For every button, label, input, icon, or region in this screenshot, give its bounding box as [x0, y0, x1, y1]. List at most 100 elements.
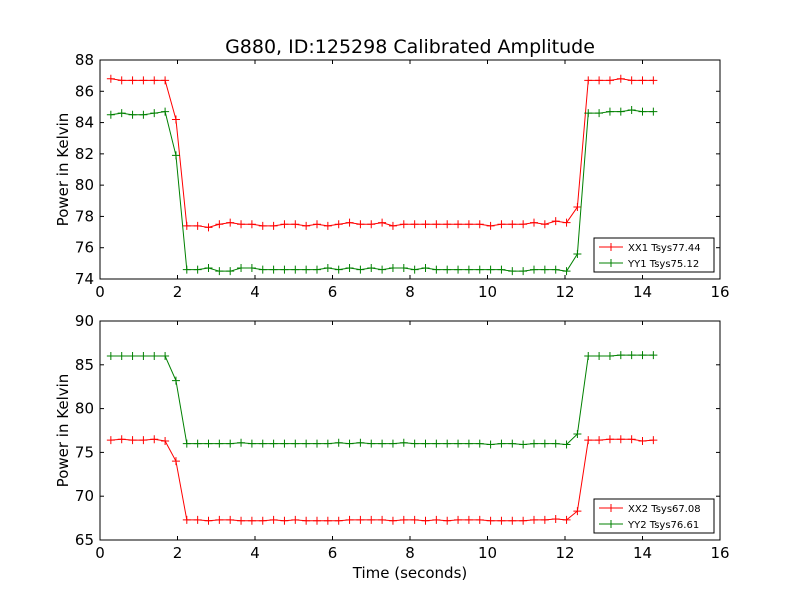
x-tick-label: 6 [328, 283, 338, 301]
data-point [638, 351, 647, 360]
data-point [367, 439, 376, 448]
data-point [595, 436, 604, 445]
data-point [171, 376, 180, 385]
data-point [106, 74, 115, 83]
data-point [605, 76, 614, 85]
data-point [193, 265, 202, 274]
y-tick-label: 80 [75, 176, 94, 194]
data-point [182, 439, 191, 448]
data-point [508, 516, 517, 525]
data-point [302, 439, 311, 448]
data-point [237, 264, 246, 273]
data-point [204, 439, 213, 448]
data-point [616, 74, 625, 83]
data-point [573, 203, 582, 212]
data-point [323, 516, 332, 525]
data-point [464, 265, 473, 274]
data-point [269, 439, 278, 448]
legend-marker [607, 520, 615, 528]
data-point [562, 515, 571, 524]
data-point [421, 516, 430, 525]
data-point [106, 436, 115, 445]
data-point [269, 515, 278, 524]
data-point [432, 515, 441, 524]
data-point [334, 516, 343, 525]
data-point [139, 352, 148, 361]
data-point [530, 439, 538, 448]
data-point [443, 220, 452, 229]
data-point [367, 264, 376, 273]
series-line [110, 354, 654, 446]
data-point [280, 439, 289, 448]
data-point [649, 351, 658, 360]
data-point [345, 264, 354, 273]
data-point [302, 265, 311, 274]
series-line [110, 438, 654, 522]
y-tick-label: 82 [75, 145, 94, 163]
data-point [486, 440, 495, 449]
data-point [215, 267, 224, 276]
data-point [258, 516, 267, 525]
y-tick-label: 76 [75, 239, 94, 257]
data-point [519, 516, 528, 525]
legend-marker [607, 243, 615, 251]
data-point [204, 264, 213, 273]
data-point [215, 515, 224, 524]
data-point [258, 265, 267, 274]
data-point [464, 439, 473, 448]
data-point [530, 265, 538, 274]
x-tick-label: 4 [250, 283, 260, 301]
data-point [627, 351, 636, 360]
data-point [432, 220, 441, 229]
data-point [378, 439, 387, 448]
y-axis-label: Power in Kelvin [54, 374, 72, 488]
data-point [399, 438, 408, 447]
data-point [486, 221, 495, 230]
data-point [106, 110, 115, 119]
data-point [258, 221, 267, 230]
data-point [649, 436, 658, 445]
bottom-plot: 0 2 4 6 8 10 12 14 16 65 70 75 80 85 90 Power in Kelvin… [54, 312, 730, 582]
data-point [128, 352, 137, 361]
data-point [584, 109, 593, 118]
y-tick-label: 78 [75, 207, 94, 225]
data-point [605, 435, 614, 444]
data-point [540, 439, 549, 448]
data-point [638, 76, 647, 85]
data-point [584, 352, 593, 361]
data-point [128, 76, 137, 85]
data-point [313, 439, 321, 448]
data-point [378, 218, 387, 227]
legend-box [593, 498, 715, 534]
data-point [388, 516, 397, 525]
data-point [258, 439, 267, 448]
data-point [399, 264, 408, 273]
x-tick-label: 12 [555, 544, 574, 562]
legend-box [593, 237, 715, 273]
data-point [475, 220, 484, 229]
data-point [345, 439, 354, 448]
data-point [150, 435, 159, 444]
data-point [551, 265, 560, 274]
legend-label: YY1 Tsys75.12 [627, 259, 699, 270]
y-tick-label: 88 [75, 51, 94, 69]
data-point [226, 439, 235, 448]
data-point [150, 352, 159, 361]
data-point [226, 515, 235, 524]
data-point [388, 221, 397, 230]
data-point [421, 264, 430, 273]
data-point [649, 76, 658, 85]
data-point [302, 516, 311, 525]
y-tick-label: 90 [75, 312, 94, 330]
data-point [605, 107, 614, 116]
x-tick-label: 14 [633, 544, 652, 562]
data-point [171, 115, 180, 124]
data-point [454, 265, 463, 274]
data-point [367, 220, 376, 229]
data-point [204, 223, 213, 232]
x-tick-label: 14 [633, 283, 652, 301]
x-tick-label: 10 [478, 544, 497, 562]
data-point [508, 439, 517, 448]
data-point [193, 221, 202, 230]
data-point [313, 220, 321, 229]
